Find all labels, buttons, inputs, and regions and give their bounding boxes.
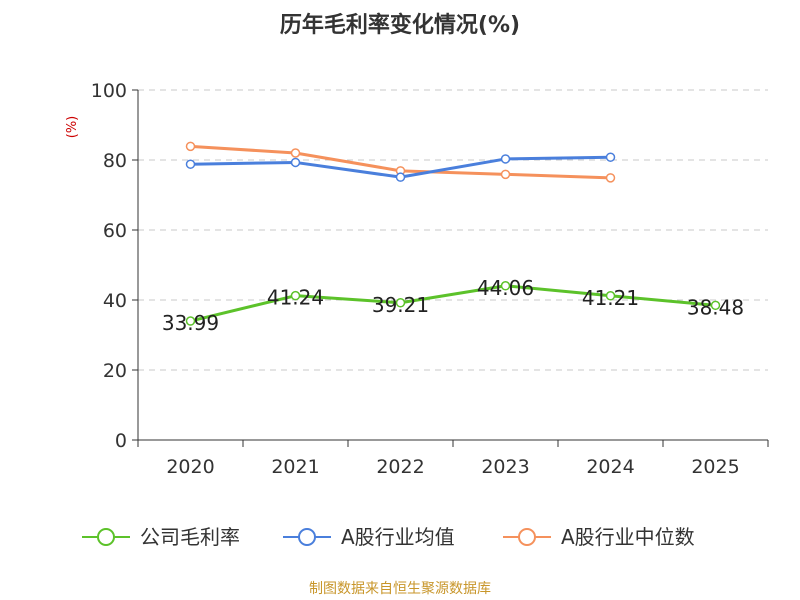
data-point-marker [605,173,616,183]
y-tick-label: 80 [103,150,127,172]
y-tick-label: 40 [103,290,127,312]
x-tick-label: 2022 [376,456,424,478]
data-label: 33.99 [162,311,219,335]
legend-item-0[interactable]: 公司毛利率 [82,525,240,549]
legend[interactable]: 公司毛利率 A股行业均值 A股行业中位数 [82,525,695,549]
series-line-0 [189,284,717,323]
data-point-marker [185,316,196,326]
y-tick-label: 100 [91,80,127,102]
y-tick-label: 0 [115,430,127,452]
data-point-marker [290,290,301,301]
chart-title: 历年毛利率变化情况(%) [280,12,520,38]
data-label: 38.48 [687,295,744,319]
legend-label: A股行业中位数 [561,525,695,549]
grid-lines [138,89,768,371]
data-point-marker [185,141,196,152]
x-tick-label: 2025 [691,456,739,478]
y-tick-label: 60 [103,220,127,242]
legend-item-2[interactable]: A股行业中位数 [503,525,695,549]
axes: 0 20 40 60 80 100 2020 2021 2022 2023 2024 2025 [91,80,769,478]
data-label: 44.06 [477,276,534,300]
data-point-marker [395,298,406,308]
data-point-marker [290,157,301,168]
legend-label: A股行业均值 [341,525,455,549]
x-tick-label: 2021 [271,456,319,478]
legend-item-1[interactable]: A股行业均值 [283,525,455,549]
data-point-marker [500,154,511,164]
legend-swatch-marker [298,528,316,546]
data-label: 41.21 [582,286,639,310]
data-point-marker [605,291,616,301]
data-label: 39.21 [372,293,429,317]
data-point-marker [500,169,511,180]
data-point-marker [710,300,721,311]
series-lines [185,141,721,326]
legend-swatch-marker [518,528,536,546]
data-point-marker [290,148,301,158]
x-tick-label: 2023 [481,456,529,478]
y-axis-unit: (%) [65,116,80,139]
data-source-note: 制图数据来自恒生聚源数据库 [309,581,491,597]
x-tick-label: 2024 [586,456,634,478]
data-point-marker [395,172,406,182]
x-tick-label: 2020 [166,456,214,478]
legend-swatch-marker [97,528,115,546]
legend-label: 公司毛利率 [140,525,240,549]
y-tick-label: 20 [103,360,127,382]
data-label: 41.24 [267,286,324,310]
data-point-marker [500,281,511,291]
data-point-marker [605,152,616,162]
data-point-marker [185,159,196,169]
data-labels: 33.99 41.24 39.21 44.06 41.21 38.48 [162,276,744,335]
